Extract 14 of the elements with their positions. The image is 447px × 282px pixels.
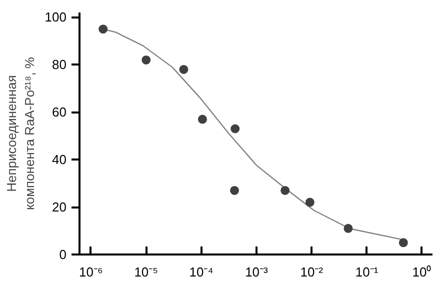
y-tick-label: 0 [59, 247, 67, 262]
x-tick-label: 10⁻⁵ [134, 264, 158, 280]
y-tick-label: 100 [44, 10, 67, 25]
x-tick-label: 10⁻¹ [355, 264, 379, 280]
x-tick-label: 10⁻³ [245, 264, 269, 280]
x-tick-label: 10⁻⁶ [79, 264, 103, 280]
y-tick-label: 20 [52, 200, 67, 215]
y-tick-label: 60 [52, 104, 67, 120]
x-tick-label: 10⁻² [300, 264, 324, 280]
x-tick-label: 10⁰ [412, 264, 432, 280]
y-tick-label: 80 [52, 57, 67, 72]
y-axis-title: Неприсоединенная компонента RaA-Po²¹⁸, % [4, 56, 37, 210]
x-tick-label: 10⁻⁴ [189, 264, 214, 280]
y-tick-label: 40 [52, 152, 67, 168]
